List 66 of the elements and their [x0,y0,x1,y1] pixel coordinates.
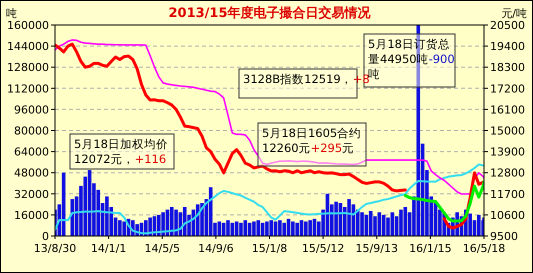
x-tick-label: 15/9/13 [356,242,398,255]
y-tick-label: 112000 [7,82,49,96]
bar [312,218,316,236]
text: 5月18日订货总量44950吨-900吨 [368,37,455,81]
y2-tick-label: 17200 [490,82,525,96]
y-tick-label: 64000 [14,146,49,159]
y2-tick-label: 19400 [490,40,525,54]
x-tick-label: 16/1/15 [409,242,452,255]
y2-tick-label: 10600 [490,208,525,222]
bar [248,222,252,236]
chart-title: 2013/15年度电子撮合日交易情况 [168,5,372,21]
bar [278,220,282,236]
bar [403,206,408,236]
bar [239,222,243,236]
bar [152,216,156,236]
y2-tick-label: 9500 [490,230,518,243]
y-axis-title: 吨 [6,7,17,20]
bar [252,221,256,236]
y-tick-label: 32000 [14,188,49,201]
annotation: 5月18日加权均价12072元，+116 [74,137,168,166]
y-tick-label: 96000 [14,103,49,116]
bar [226,220,230,236]
y2-tick-label: 20500 [490,19,525,32]
line-series [404,180,484,223]
y2-tick-label: 15000 [490,124,525,138]
y2-tick-label: 18300 [490,61,525,74]
line-series [55,164,484,234]
bar [347,199,351,236]
annotation: 5月18日1605合约12260元+295元 [262,126,362,155]
y2-tick-label: 13900 [490,146,525,159]
y-tick-label: 48000 [14,166,49,180]
x-tick-label: 13/8/30 [34,242,76,255]
x-tick-label: 14/5/5 [144,242,180,255]
bar [334,202,338,236]
x-tick-label: 14/9/6 [198,242,234,255]
y-tick-label: 128000 [7,61,49,74]
bar [62,172,66,236]
y2-tick-label: 12800 [490,166,525,180]
y-tick-label: 80000 [14,124,49,138]
bar [338,203,342,236]
x-tick-label: 15/1/8 [252,242,288,255]
y-tick-label: 144000 [7,40,49,54]
bar [282,222,286,236]
bar [265,221,269,236]
bar [105,196,109,236]
bar [326,194,330,236]
bar [88,170,92,236]
bar [256,220,260,236]
bar [399,210,403,236]
line-series [55,39,484,195]
y2-axis-title: 元/吨 [501,7,527,20]
bar [286,218,290,236]
y-tick-label: 0 [42,230,49,243]
bar [243,220,248,236]
bar [360,212,364,236]
y-tick-label: 16000 [14,208,49,222]
bar [260,222,264,236]
bar [300,220,304,236]
y-tick-label: 160000 [7,19,49,32]
x-tick-label: 15/5/12 [302,242,344,255]
x-tick-label: 16/5/18 [462,242,506,255]
y2-tick-label: 11700 [490,188,525,201]
y2-tick-label: 16100 [490,103,525,116]
x-tick-label: 14/1/1 [90,242,126,255]
bar [274,221,278,236]
bar [269,220,274,236]
